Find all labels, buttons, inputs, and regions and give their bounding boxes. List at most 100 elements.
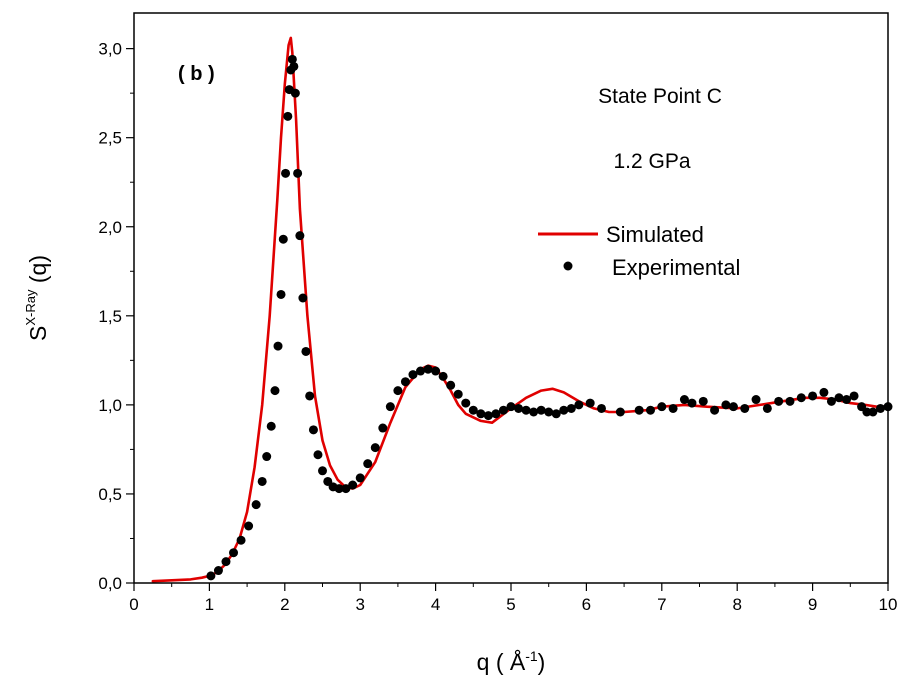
data-point-experimental: [221, 557, 231, 567]
data-point-experimental: [385, 402, 395, 412]
annotation-state-point: State Point C: [598, 85, 722, 108]
x-tick-label: 0: [129, 595, 138, 614]
data-point-experimental: [446, 380, 456, 390]
plot-frame: [133, 12, 889, 584]
data-point-experimental: [796, 393, 806, 403]
data-point-experimental: [596, 403, 606, 413]
data-point-experimental: [476, 409, 486, 419]
data-point-experimental: [728, 402, 738, 412]
x-tick-label: 8: [732, 595, 741, 614]
tick-labels: 0 1 2 3 4 5 6 7 8 9 10 0,0 0,5 1,0 1,5 2,0 2,5 3,0: [98, 40, 897, 614]
data-point-experimental: [290, 88, 300, 98]
data-point-experimental: [244, 521, 254, 531]
data-point-experimental: [826, 396, 836, 406]
data-point-experimental: [298, 293, 308, 303]
data-point-experimental: [574, 400, 584, 410]
data-point-experimental: [318, 466, 327, 476]
x-axis-label: q ( Å-1): [477, 648, 546, 675]
data-point-experimental: [521, 405, 531, 415]
x-tick-label: 7: [657, 595, 666, 614]
data-point-experimental: [498, 405, 508, 415]
legend-label-experimental: Experimental: [612, 255, 740, 280]
data-point-experimental: [236, 535, 246, 545]
data-point-experimental: [393, 386, 403, 396]
data-point-experimental: [875, 403, 885, 413]
data-point-experimental: [334, 484, 344, 494]
data-point-experimental: [634, 405, 644, 415]
data-point-experimental: [423, 364, 433, 374]
y-tick-label: 1,0: [98, 396, 122, 415]
data-point-experimental: [842, 395, 852, 405]
data-point-experimental: [849, 391, 859, 401]
data-point-experimental: [687, 398, 697, 408]
x-tick-label: 4: [431, 595, 440, 614]
data-point-experimental: [506, 402, 516, 412]
x-tick-label: 6: [582, 595, 591, 614]
data-point-experimental: [266, 421, 276, 431]
data-point-experimental: [785, 396, 795, 406]
data-point-experimental: [287, 54, 297, 64]
data-point-experimental: [308, 425, 318, 435]
data-point-experimental: [751, 395, 761, 405]
data-point-experimental: [438, 371, 448, 381]
data-point-experimental: [566, 403, 576, 413]
data-point-experimental: [710, 405, 720, 415]
data-point-experimental: [295, 231, 305, 241]
data-point-experimental: [416, 366, 426, 376]
data-point-experimental: [868, 407, 878, 417]
data-point-experimental: [698, 396, 708, 406]
data-point-experimental: [213, 566, 223, 576]
legend-label-simulated: Simulated: [606, 222, 704, 247]
data-point-experimental: [536, 405, 546, 415]
data-point-experimental: [721, 400, 731, 410]
y-tick-label: 3,0: [98, 40, 122, 59]
data-point-experimental: [229, 548, 239, 558]
x-axis-label-main: q ( Å: [477, 648, 526, 675]
data-point-experimental: [378, 423, 388, 433]
data-point-experimental: [262, 452, 272, 462]
data-point-experimental: [559, 405, 569, 415]
data-point-experimental: [293, 168, 303, 178]
data-point-experimental: [283, 111, 293, 121]
data-point-experimental: [270, 386, 280, 396]
data-point-experimental: [251, 500, 261, 510]
data-point-experimental: [370, 443, 380, 453]
data-point-experimental: [514, 403, 524, 413]
data-point-experimental: [615, 407, 625, 417]
data-point-experimental: [363, 459, 373, 469]
x-tick-label: 5: [506, 595, 515, 614]
data-point-experimental: [408, 370, 418, 380]
y-tick-label: 2,5: [98, 129, 122, 148]
y-tick-label: 1,5: [98, 307, 122, 326]
data-point-experimental: [657, 402, 667, 412]
data-point-experimental: [278, 234, 288, 244]
x-tick-label: 10: [879, 595, 898, 614]
data-point-experimental: [305, 391, 315, 401]
data-point-experimental: [645, 405, 655, 415]
data-point-experimental: [273, 341, 283, 351]
data-point-experimental: [834, 393, 844, 403]
data-point-experimental: [740, 403, 750, 413]
data-point-experimental: [431, 366, 441, 376]
x-axis-label-superscript: -1: [525, 648, 538, 664]
x-tick-label: 3: [355, 595, 364, 614]
annotation-pressure: 1.2 GPa: [613, 150, 690, 173]
x-tick-label: 2: [280, 595, 289, 614]
y-axis-label-main: S: [25, 326, 51, 341]
x-tick-label: 1: [205, 595, 214, 614]
data-point-experimental: [468, 405, 478, 415]
y-tick-label: 2,0: [98, 218, 122, 237]
data-point-experimental: [679, 395, 689, 405]
data-point-experimental: [341, 484, 351, 494]
y-tick-label: 0,5: [98, 485, 122, 504]
y-axis-label-superscript: X-Ray: [23, 289, 38, 326]
data-point-experimental: [762, 403, 772, 413]
data-point-experimental: [819, 387, 829, 397]
data-point-experimental: [551, 409, 561, 419]
data-point-experimental: [544, 407, 554, 417]
data-point-experimental: [313, 450, 323, 460]
data-point-experimental: [585, 398, 595, 408]
data-point-experimental: [461, 398, 471, 408]
